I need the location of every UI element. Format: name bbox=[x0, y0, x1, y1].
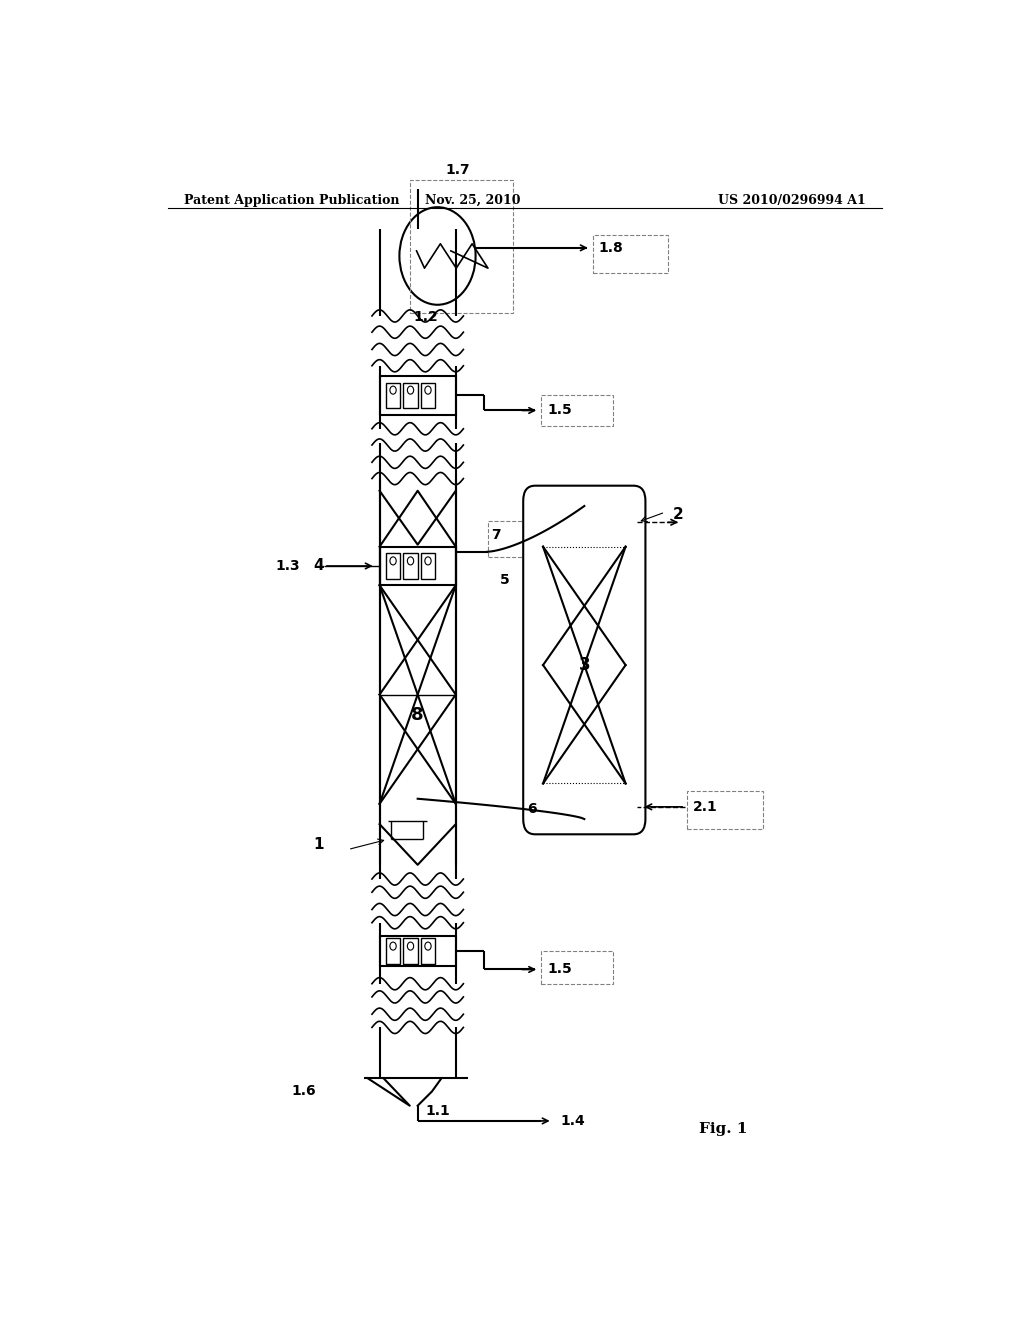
Text: 4: 4 bbox=[313, 558, 324, 573]
Bar bbox=[403, 939, 418, 964]
Text: 1.4: 1.4 bbox=[560, 1114, 586, 1127]
Bar bbox=[386, 939, 400, 964]
Text: 1.6: 1.6 bbox=[292, 1085, 316, 1098]
Text: 7: 7 bbox=[492, 528, 501, 541]
Bar bbox=[421, 939, 435, 964]
Circle shape bbox=[408, 387, 414, 395]
Text: 3: 3 bbox=[579, 656, 590, 675]
Text: Patent Application Publication: Patent Application Publication bbox=[183, 194, 399, 207]
Text: 1.8: 1.8 bbox=[599, 240, 624, 255]
Bar bbox=[542, 395, 613, 426]
Bar bbox=[539, 796, 630, 818]
Text: US 2010/0296994 A1: US 2010/0296994 A1 bbox=[718, 194, 866, 207]
Bar bbox=[539, 511, 630, 535]
Bar bbox=[593, 235, 669, 273]
Bar bbox=[421, 383, 435, 408]
FancyBboxPatch shape bbox=[523, 486, 645, 834]
Circle shape bbox=[390, 387, 396, 395]
Circle shape bbox=[390, 557, 396, 565]
Text: 1.3: 1.3 bbox=[275, 558, 300, 573]
Bar bbox=[410, 180, 513, 313]
Circle shape bbox=[390, 942, 396, 950]
Bar bbox=[380, 546, 456, 585]
Text: Fig. 1: Fig. 1 bbox=[699, 1122, 748, 1137]
Bar bbox=[421, 553, 435, 578]
Circle shape bbox=[425, 557, 431, 565]
Circle shape bbox=[425, 942, 431, 950]
Bar bbox=[380, 376, 456, 414]
Bar bbox=[386, 553, 400, 578]
Bar bbox=[487, 521, 531, 557]
Circle shape bbox=[408, 942, 414, 950]
Text: 1: 1 bbox=[313, 837, 324, 851]
Text: 1.7: 1.7 bbox=[445, 162, 470, 177]
Bar bbox=[386, 383, 400, 408]
Text: 1.1: 1.1 bbox=[426, 1104, 451, 1118]
Text: 2: 2 bbox=[673, 507, 684, 521]
Bar bbox=[403, 383, 418, 408]
Text: Nov. 25, 2010: Nov. 25, 2010 bbox=[425, 194, 521, 207]
Bar bbox=[380, 936, 456, 966]
Text: 2.1: 2.1 bbox=[693, 800, 718, 814]
Text: 8: 8 bbox=[412, 706, 424, 723]
Text: 1.2: 1.2 bbox=[414, 310, 438, 323]
Circle shape bbox=[425, 387, 431, 395]
Text: 1.5: 1.5 bbox=[547, 404, 571, 417]
Bar bbox=[687, 791, 763, 829]
Text: 5: 5 bbox=[500, 573, 509, 587]
Text: 1.5: 1.5 bbox=[547, 962, 571, 977]
Bar bbox=[542, 952, 613, 983]
Text: 6: 6 bbox=[527, 801, 537, 816]
Bar bbox=[403, 553, 418, 578]
Circle shape bbox=[408, 557, 414, 565]
